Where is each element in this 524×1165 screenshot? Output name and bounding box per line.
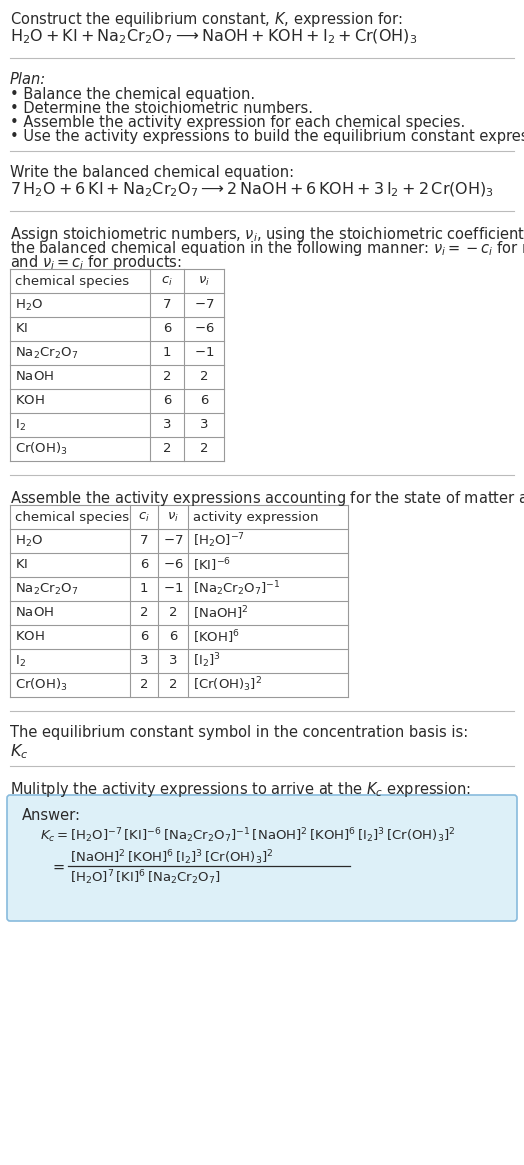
Text: $-7$: $-7$	[194, 298, 214, 311]
Text: $-6$: $-6$	[194, 323, 214, 336]
Text: Assign stoichiometric numbers, $\nu_i$, using the stoichiometric coefficients, $: Assign stoichiometric numbers, $\nu_i$, …	[10, 225, 524, 243]
Text: 7: 7	[140, 535, 148, 548]
Text: $\mathrm{NaOH}$: $\mathrm{NaOH}$	[15, 607, 54, 620]
Text: activity expression: activity expression	[193, 510, 319, 523]
Text: $\nu_i$: $\nu_i$	[167, 510, 179, 523]
Text: $\mathrm{KOH}$: $\mathrm{KOH}$	[15, 395, 45, 408]
Text: 6: 6	[163, 395, 171, 408]
Text: 2: 2	[200, 370, 208, 383]
Text: $\mathrm{Cr(OH)_3}$: $\mathrm{Cr(OH)_3}$	[15, 677, 68, 693]
Text: 2: 2	[140, 607, 148, 620]
Text: 6: 6	[140, 630, 148, 643]
Text: Answer:: Answer:	[22, 809, 81, 822]
Text: $[\mathrm{I_2}]^{3}$: $[\mathrm{I_2}]^{3}$	[193, 651, 221, 670]
Text: $\mathrm{I_2}$: $\mathrm{I_2}$	[15, 654, 26, 669]
Text: $K_c = [\mathrm{H_2O}]^{-7}\,[\mathrm{KI}]^{-6}\,[\mathrm{Na_2Cr_2O_7}]^{-1}\,[\: $K_c = [\mathrm{H_2O}]^{-7}\,[\mathrm{KI…	[40, 826, 455, 845]
Text: 6: 6	[200, 395, 208, 408]
Text: $c_i$: $c_i$	[161, 275, 173, 288]
Text: $K_c$: $K_c$	[10, 742, 28, 761]
Text: $7\,\mathrm{H_2O} + 6\,\mathrm{KI} + \mathrm{Na_2Cr_2O_7} \longrightarrow 2\,\ma: $7\,\mathrm{H_2O} + 6\,\mathrm{KI} + \ma…	[10, 181, 494, 199]
Text: $[\mathrm{H_2O}]^{-7}$: $[\mathrm{H_2O}]^{-7}$	[193, 531, 245, 550]
Text: $[\mathrm{Na_2Cr_2O_7}]^{-1}$: $[\mathrm{Na_2Cr_2O_7}]^{-1}$	[193, 580, 280, 599]
Text: 6: 6	[163, 323, 171, 336]
Text: $[\mathrm{KI}]^{-6}$: $[\mathrm{KI}]^{-6}$	[193, 556, 231, 574]
Text: chemical species: chemical species	[15, 510, 129, 523]
Text: 6: 6	[169, 630, 177, 643]
Text: $\mathrm{H_2O}$: $\mathrm{H_2O}$	[15, 534, 43, 549]
Text: 6: 6	[140, 558, 148, 572]
Text: 1: 1	[163, 346, 171, 360]
Text: $[\mathrm{Cr(OH)_3}]^{2}$: $[\mathrm{Cr(OH)_3}]^{2}$	[193, 676, 262, 694]
Text: 7: 7	[163, 298, 171, 311]
FancyBboxPatch shape	[7, 795, 517, 922]
Text: 3: 3	[163, 418, 171, 431]
Text: $[\mathrm{NaOH}]^{2}\,[\mathrm{KOH}]^{6}\,[\mathrm{I_2}]^{3}\,[\mathrm{Cr(OH)_3}: $[\mathrm{NaOH}]^{2}\,[\mathrm{KOH}]^{6}…	[70, 848, 274, 867]
Text: $-1$: $-1$	[194, 346, 214, 360]
Text: 2: 2	[163, 443, 171, 456]
Text: • Assemble the activity expression for each chemical species.: • Assemble the activity expression for e…	[10, 115, 465, 130]
Text: $\mathrm{Na_2Cr_2O_7}$: $\mathrm{Na_2Cr_2O_7}$	[15, 346, 78, 360]
Text: 3: 3	[200, 418, 208, 431]
Text: $-6$: $-6$	[162, 558, 183, 572]
Text: The equilibrium constant symbol in the concentration basis is:: The equilibrium constant symbol in the c…	[10, 725, 468, 740]
Text: $\mathrm{H_2O} + \mathrm{KI} + \mathrm{Na_2Cr_2O_7} \longrightarrow \mathrm{NaOH: $\mathrm{H_2O} + \mathrm{KI} + \mathrm{N…	[10, 28, 418, 47]
Text: $\mathrm{H_2O}$: $\mathrm{H_2O}$	[15, 297, 43, 312]
Text: $\mathrm{KOH}$: $\mathrm{KOH}$	[15, 630, 45, 643]
Text: $-7$: $-7$	[163, 535, 183, 548]
Text: • Balance the chemical equation.: • Balance the chemical equation.	[10, 87, 255, 103]
Text: $=$: $=$	[50, 859, 66, 874]
Text: Plan:: Plan:	[10, 72, 46, 87]
Text: $\mathrm{I_2}$: $\mathrm{I_2}$	[15, 417, 26, 432]
Text: 2: 2	[140, 678, 148, 692]
Text: 2: 2	[200, 443, 208, 456]
Text: $[\mathrm{H_2O}]^{7}\,[\mathrm{KI}]^{6}\,[\mathrm{Na_2Cr_2O_7}]$: $[\mathrm{H_2O}]^{7}\,[\mathrm{KI}]^{6}\…	[70, 868, 221, 887]
Text: Assemble the activity expressions accounting for the state of matter and $\nu_i$: Assemble the activity expressions accoun…	[10, 489, 524, 508]
Text: chemical species: chemical species	[15, 275, 129, 288]
Text: • Determine the stoichiometric numbers.: • Determine the stoichiometric numbers.	[10, 101, 313, 116]
Text: $[\mathrm{NaOH}]^{2}$: $[\mathrm{NaOH}]^{2}$	[193, 605, 249, 622]
Text: $\mathrm{NaOH}$: $\mathrm{NaOH}$	[15, 370, 54, 383]
Text: Mulitply the activity expressions to arrive at the $K_c$ expression:: Mulitply the activity expressions to arr…	[10, 781, 471, 799]
Text: $\mathrm{Cr(OH)_3}$: $\mathrm{Cr(OH)_3}$	[15, 440, 68, 457]
Text: Construct the equilibrium constant, $K$, expression for:: Construct the equilibrium constant, $K$,…	[10, 10, 402, 29]
Text: 3: 3	[140, 655, 148, 668]
Text: $\mathrm{KI}$: $\mathrm{KI}$	[15, 323, 28, 336]
Text: 3: 3	[169, 655, 177, 668]
Text: • Use the activity expressions to build the equilibrium constant expression.: • Use the activity expressions to build …	[10, 129, 524, 144]
Text: $[\mathrm{KOH}]^{6}$: $[\mathrm{KOH}]^{6}$	[193, 628, 240, 645]
Text: $c_i$: $c_i$	[138, 510, 150, 523]
Text: and $\nu_i = c_i$ for products:: and $\nu_i = c_i$ for products:	[10, 253, 182, 271]
Text: $\mathrm{Na_2Cr_2O_7}$: $\mathrm{Na_2Cr_2O_7}$	[15, 581, 78, 596]
Text: 2: 2	[169, 678, 177, 692]
Text: $-1$: $-1$	[163, 582, 183, 595]
Text: 2: 2	[169, 607, 177, 620]
Text: $\mathrm{KI}$: $\mathrm{KI}$	[15, 558, 28, 572]
Text: the balanced chemical equation in the following manner: $\nu_i = -c_i$ for react: the balanced chemical equation in the fo…	[10, 239, 524, 257]
Text: Write the balanced chemical equation:: Write the balanced chemical equation:	[10, 165, 294, 181]
Text: 1: 1	[140, 582, 148, 595]
Text: $\nu_i$: $\nu_i$	[198, 275, 210, 288]
Text: 2: 2	[163, 370, 171, 383]
